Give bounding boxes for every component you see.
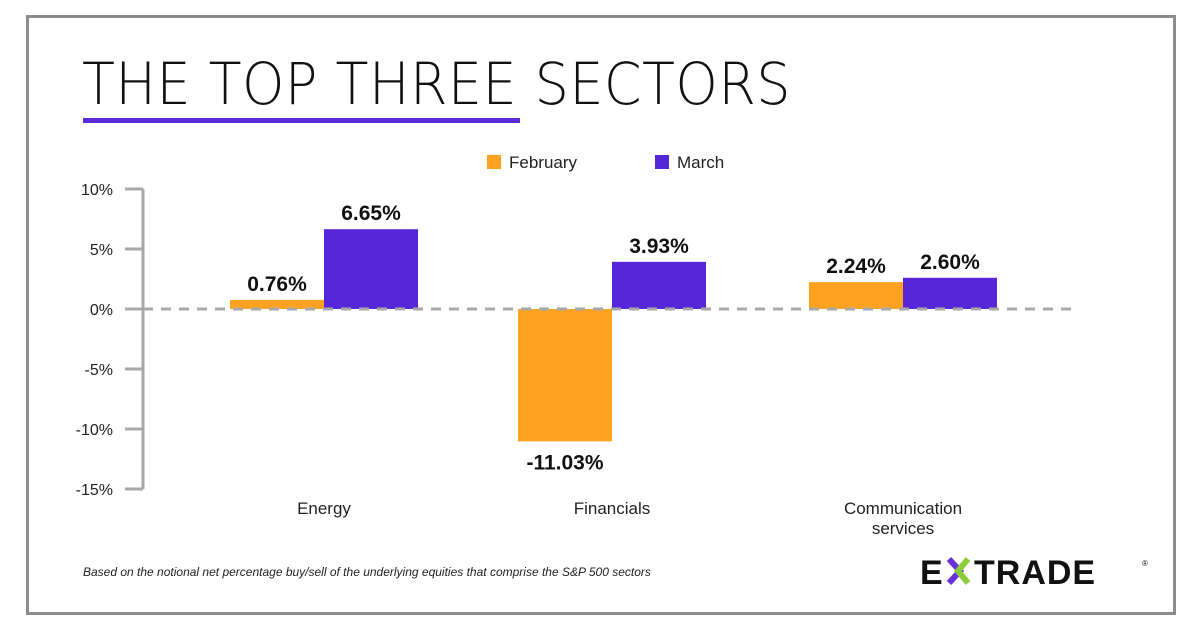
bar-february (809, 282, 903, 309)
data-label: 2.24% (826, 255, 886, 278)
y-tick-label: -5% (85, 362, 113, 379)
data-label: 2.60% (920, 251, 980, 274)
data-label: -11.03% (526, 451, 603, 474)
chart-frame (26, 15, 1176, 615)
title-underline (83, 118, 520, 123)
category-label: Communication (844, 499, 962, 518)
category-label: services (872, 519, 934, 538)
svg-text:E: E (920, 554, 943, 592)
y-tick-label: 0% (90, 302, 113, 319)
y-tick-label: -15% (76, 482, 113, 499)
category-label: Financials (574, 499, 651, 518)
page-title: THE TOP THREE SECTORS (82, 50, 791, 118)
y-tick-label: 5% (90, 242, 113, 259)
y-tick-label: 10% (81, 182, 113, 199)
data-label: 3.93% (629, 235, 689, 258)
y-tick-label: -10% (76, 422, 113, 439)
data-label: 0.76% (247, 273, 307, 296)
bar-march (903, 277, 997, 309)
category-label: Energy (297, 499, 351, 518)
data-label: 6.65% (341, 202, 401, 225)
bar-march (612, 261, 706, 309)
bar-february (230, 299, 324, 309)
bar-march (324, 229, 418, 309)
footnote: Based on the notional net percentage buy… (83, 565, 651, 579)
legend-swatch-february (487, 155, 501, 169)
svg-text:TRADE: TRADE (974, 554, 1096, 592)
legend-swatch-march (655, 155, 669, 169)
etrade-logo: E TRADE ® (920, 552, 1150, 597)
bar-february (518, 309, 612, 442)
legend-label: March (677, 153, 724, 172)
svg-text:®: ® (1142, 559, 1148, 568)
legend-label: February (509, 153, 578, 172)
